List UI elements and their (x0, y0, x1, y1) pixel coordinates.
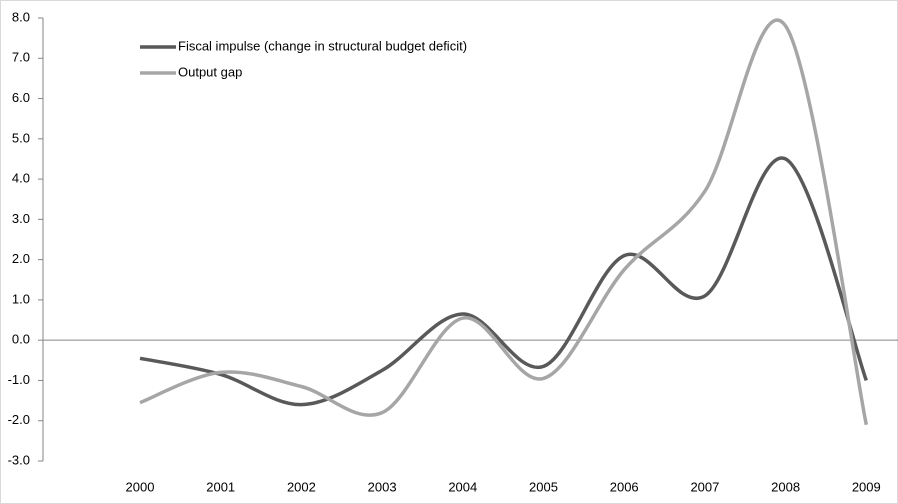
x-tick-label: 2003 (368, 479, 397, 494)
legend-label: Fiscal impulse (change in structural bud… (178, 38, 467, 53)
y-tick-label: 4.0 (12, 171, 30, 186)
y-tick-label: -2.0 (8, 412, 30, 427)
y-tick-label: 3.0 (12, 211, 30, 226)
x-tick-label: 2002 (287, 479, 316, 494)
x-tick-label: 2006 (610, 479, 639, 494)
x-tick-label: 2007 (690, 479, 719, 494)
legend-label: Output gap (178, 64, 242, 79)
y-tick-label: 2.0 (12, 251, 30, 266)
y-tick-label: 7.0 (12, 50, 30, 65)
x-tick-label: 2004 (448, 479, 477, 494)
y-tick-label: -3.0 (8, 452, 30, 467)
series-line (139, 18, 869, 426)
y-tick-label: 5.0 (12, 130, 30, 145)
y-tick-label: 6.0 (12, 90, 30, 105)
y-tick-label: 0.0 (12, 332, 30, 347)
y-tick-label: 8.0 (12, 9, 30, 24)
x-tick-label: 2008 (771, 479, 800, 494)
x-tick-label: 2001 (206, 479, 235, 494)
x-tick-label: 2005 (529, 479, 558, 494)
y-tick-label: -1.0 (8, 372, 30, 387)
series-line (139, 156, 868, 407)
x-tick-label: 2000 (126, 479, 155, 494)
x-tick-label: 2009 (852, 479, 881, 494)
y-tick-label: 1.0 (12, 291, 30, 306)
